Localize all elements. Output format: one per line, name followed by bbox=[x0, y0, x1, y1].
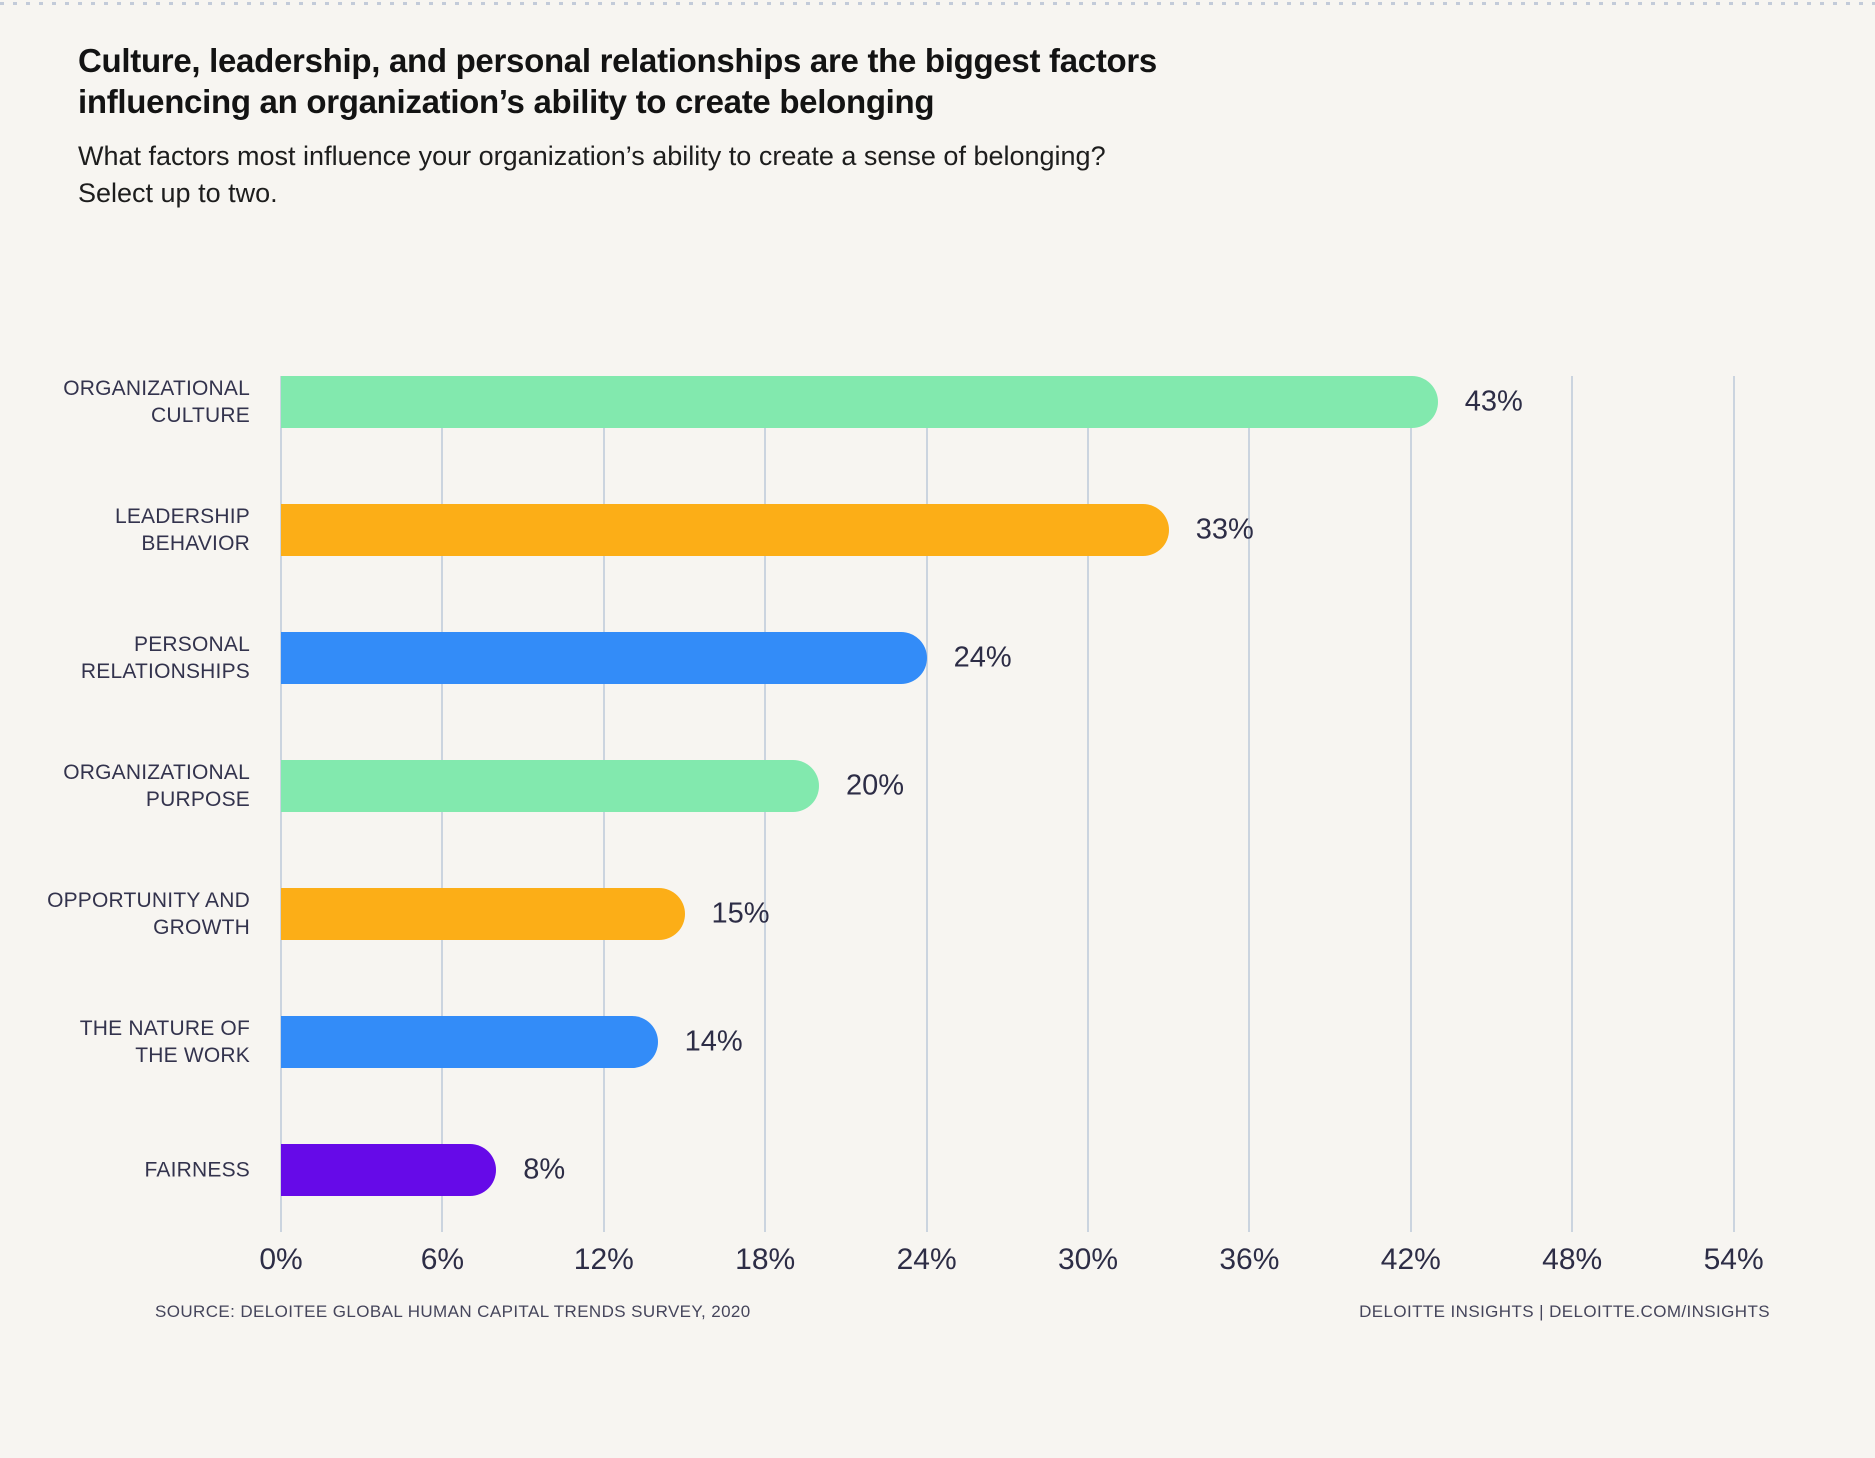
text-line: THE WORK bbox=[135, 1044, 250, 1067]
bar-value-label: 43% bbox=[1464, 385, 1523, 418]
source-note: SOURCE: DELOITEE GLOBAL HUMAN CAPITAL TR… bbox=[155, 1302, 751, 1321]
bar-value-label: 33% bbox=[1195, 513, 1254, 546]
text-line: GROWTH bbox=[153, 916, 250, 939]
bar bbox=[281, 632, 927, 684]
axis-tick-label: 12% bbox=[573, 1243, 634, 1276]
bar-value-label: 8% bbox=[523, 1153, 566, 1186]
gridline bbox=[1571, 376, 1574, 1232]
bar bbox=[281, 760, 819, 812]
axis-tick-label: 0% bbox=[259, 1243, 303, 1276]
category-label: LEADERSHIP BEHAVIOR bbox=[36, 503, 250, 557]
text-line: CULTURE bbox=[150, 404, 250, 427]
category-label: PERSONAL RELATIONSHIPS bbox=[36, 631, 250, 685]
text-line: RELATIONSHIPS bbox=[80, 660, 250, 683]
bar bbox=[281, 1144, 497, 1196]
bar-value-label: 20% bbox=[846, 769, 905, 802]
bar-value-label: 15% bbox=[711, 897, 770, 930]
axis-tick-label: 24% bbox=[896, 1243, 957, 1276]
text-line: ORGANIZATIONAL bbox=[63, 761, 250, 784]
bar bbox=[281, 504, 1169, 556]
bar bbox=[281, 1016, 658, 1068]
category-label: ORGANIZATIONAL CULTURE bbox=[36, 375, 250, 429]
gridline bbox=[925, 376, 928, 1232]
text-line: Select up to two. bbox=[78, 178, 278, 208]
bar-value-label: 24% bbox=[953, 641, 1012, 674]
axis-tick-label: 6% bbox=[420, 1243, 465, 1276]
category-label: OPPORTUNITY AND GROWTH bbox=[36, 887, 250, 941]
category-label: ORGANIZATIONAL PURPOSE bbox=[36, 759, 250, 813]
page-subtitle: What factors most influence your organiz… bbox=[78, 138, 1106, 212]
text-line: THE NATURE OF bbox=[79, 1017, 250, 1040]
text-line: OPPORTUNITY AND bbox=[47, 889, 250, 912]
gridline bbox=[1409, 376, 1412, 1232]
bar-value-label: 14% bbox=[684, 1025, 743, 1058]
text-line: LEADERSHIP bbox=[114, 505, 250, 528]
text-line: FAIRNESS bbox=[144, 1158, 250, 1182]
text-line: ORGANIZATIONAL bbox=[63, 377, 250, 400]
axis-tick-label: 30% bbox=[1057, 1243, 1119, 1276]
text-line: PERSONAL bbox=[134, 633, 250, 656]
axis-tick-label: 18% bbox=[735, 1243, 796, 1276]
text-line: influencing an organization’s ability to… bbox=[78, 83, 935, 120]
text-line: Culture, leadership, and personal relati… bbox=[78, 42, 1157, 79]
bar bbox=[281, 376, 1438, 428]
page-title: Culture, leadership, and personal relati… bbox=[78, 40, 1157, 122]
top-dotted-border bbox=[0, 2, 1875, 5]
text-line: PURPOSE bbox=[145, 788, 250, 811]
axis-tick-label: 48% bbox=[1542, 1243, 1603, 1276]
gridline bbox=[1248, 376, 1251, 1232]
publisher-note: DELOITTE INSIGHTS | DELOITTE.COM/INSIGHT… bbox=[1359, 1302, 1770, 1321]
gridline bbox=[1732, 376, 1735, 1232]
axis-tick-label: 42% bbox=[1380, 1243, 1441, 1276]
axis-tick-label: 36% bbox=[1219, 1243, 1280, 1276]
gridline bbox=[1087, 376, 1089, 1232]
category-label: FAIRNESS bbox=[36, 1157, 250, 1184]
text-line: What factors most influence your organiz… bbox=[78, 141, 1106, 171]
category-label: THE NATURE OF THE WORK bbox=[36, 1015, 250, 1069]
bar bbox=[281, 888, 685, 940]
text-line: BEHAVIOR bbox=[141, 532, 250, 555]
axis-tick-label: 54% bbox=[1703, 1243, 1764, 1276]
